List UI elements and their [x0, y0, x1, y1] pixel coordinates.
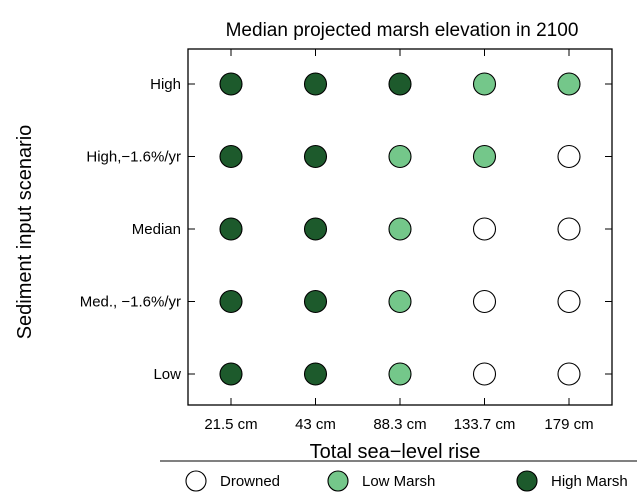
- legend-label-high: High Marsh: [551, 473, 628, 490]
- legend-marker-low: [327, 470, 349, 492]
- data-point-high: [303, 144, 328, 169]
- legend-label-drowned: Drowned: [220, 473, 280, 490]
- data-point-low: [388, 289, 412, 314]
- data-point-drowned: [557, 289, 581, 314]
- data-points: [219, 72, 581, 386]
- data-point-drowned: [472, 217, 497, 241]
- y-tick-label: High: [150, 76, 181, 93]
- data-point-drowned: [557, 362, 581, 386]
- y-tick-label: High,−1.6%/yr: [86, 149, 181, 166]
- legend-marker-high: [516, 470, 538, 492]
- data-point-low: [388, 217, 412, 241]
- x-tick-label: 88.3 cm: [373, 416, 426, 433]
- data-point-drowned: [472, 289, 497, 314]
- legend-marker-drowned: [185, 470, 207, 492]
- data-point-drowned: [557, 144, 581, 169]
- data-point-drowned: [557, 217, 581, 241]
- x-tick-label: 21.5 cm: [204, 416, 257, 433]
- data-point-drowned: [472, 362, 497, 386]
- data-point-high: [303, 72, 328, 96]
- data-point-low: [388, 144, 412, 169]
- data-point-low: [557, 72, 581, 96]
- x-tick-label: 133.7 cm: [454, 416, 516, 433]
- data-point-low: [472, 72, 497, 96]
- legend: Drowned Low Marsh High Marsh: [185, 470, 628, 492]
- data-point-high: [219, 217, 243, 241]
- data-point-high: [219, 289, 243, 314]
- x-axis-label: Total sea−level rise: [310, 441, 481, 463]
- data-point-low: [388, 362, 412, 386]
- data-point-high: [219, 144, 243, 169]
- data-point-high: [303, 217, 328, 241]
- data-point-high: [219, 72, 243, 96]
- x-axis-ticks: 21.5 cm 43 cm 88.3 cm 133.7 cm 179 cm: [204, 49, 594, 433]
- x-tick-label: 179 cm: [544, 416, 593, 433]
- data-point-high: [303, 289, 328, 314]
- y-tick-label: Low: [153, 366, 181, 383]
- data-point-high: [388, 72, 412, 96]
- y-axis-ticks: High High,−1.6%/yr Median Med., −1.6%/yr Low: [80, 76, 612, 383]
- legend-label-low: Low Marsh: [362, 473, 435, 490]
- data-point-low: [472, 144, 497, 169]
- data-point-high: [303, 362, 328, 386]
- x-tick-label: 43 cm: [295, 416, 336, 433]
- y-axis-label: Sediment input scenario: [14, 125, 36, 340]
- data-point-high: [219, 362, 243, 386]
- chart-title: Median projected marsh elevation in 2100: [226, 20, 579, 41]
- y-tick-label: Median: [132, 221, 181, 238]
- y-tick-label: Med., −1.6%/yr: [80, 294, 181, 311]
